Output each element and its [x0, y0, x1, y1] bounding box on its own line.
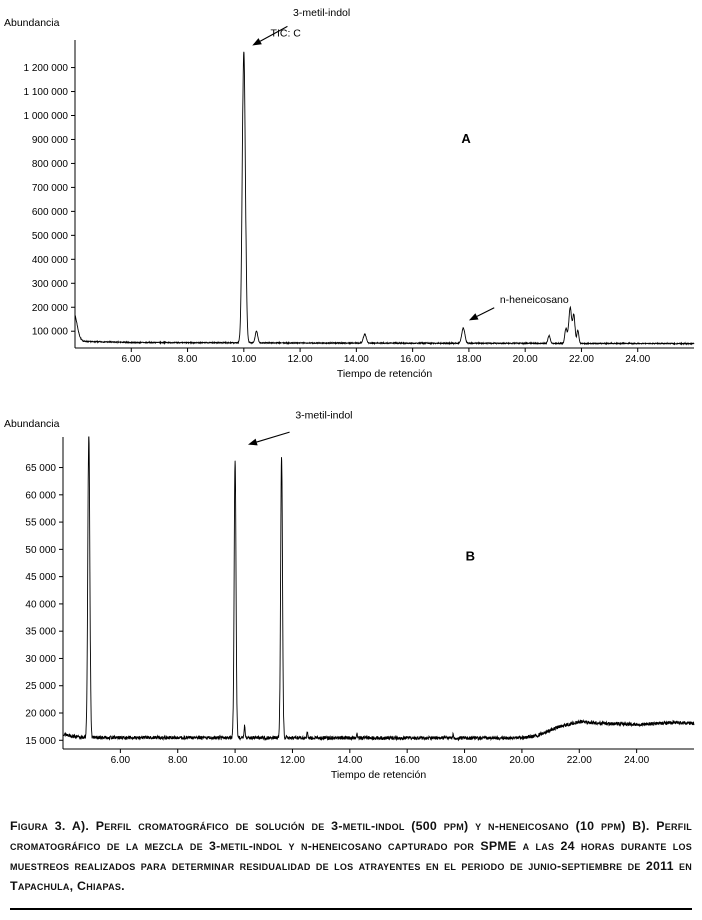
- annotation-arrow-line-3-metil-indol: [256, 431, 290, 443]
- annotation-3-metil-indol: 3-metil-indol: [293, 7, 350, 19]
- chromatogram-trace-a: [74, 51, 695, 346]
- x-tick-label: 10.00: [223, 755, 248, 766]
- annotation-n-heneicosano: n-heneicosano: [500, 294, 569, 306]
- chromatogram-b: Abundancia Tiempo de retención 15 000 20 00…: [0, 395, 702, 792]
- y-tick-label: 50 000: [25, 545, 56, 556]
- x-tick-label: 6.00: [111, 755, 131, 766]
- y-tick-label: 20 000: [25, 709, 56, 720]
- chromatogram-a: Abundancia Tiempo de retención 100 000 200 …: [0, 0, 702, 395]
- x-tick-label: 18.00: [452, 755, 477, 766]
- y-tick-label: 60 000: [25, 490, 56, 501]
- y-tick-label: 55 000: [25, 518, 56, 529]
- annotation-arrow-line-n-heneicosano: [476, 307, 495, 317]
- y-tick-label: 40 000: [25, 599, 56, 610]
- x-tick-label: 14.00: [337, 755, 362, 766]
- chromatogram-a-plot: Abundancia Tiempo de retención 100 000 200 …: [4, 7, 695, 380]
- y-tick-label: 15 000: [25, 736, 56, 747]
- x-tick-label: 20.00: [509, 755, 534, 766]
- annotation-arrow-line-3-metil-indol: [259, 25, 288, 42]
- y-tick-label: 30 000: [25, 654, 56, 665]
- x-tick-label: 16.00: [400, 354, 425, 365]
- x-tick-label: 10.00: [231, 354, 256, 365]
- x-tick-label: 14.00: [344, 354, 369, 365]
- x-tick-label: 6.00: [122, 354, 142, 365]
- figure-caption: Figura 3. A). Perfil cromatográfico de s…: [10, 819, 692, 894]
- annotation-arrowhead-3-metil-indol: [252, 38, 262, 46]
- x-tick-label: 12.00: [288, 354, 313, 365]
- y-tick-label: 500 000: [32, 231, 69, 242]
- y-tick-label: 400 000: [32, 255, 69, 266]
- annotation-panel-label-b: B: [466, 548, 475, 563]
- annotation-3-metil-indol: 3-metil-indol: [295, 409, 352, 421]
- y-tick-label: 25 000: [25, 681, 56, 692]
- chromatogram-b-plot: Abundancia Tiempo de retención 15 000 20 00…: [4, 409, 695, 781]
- x-tick-label: 18.00: [456, 354, 481, 365]
- y-tick-label: 600 000: [32, 207, 69, 218]
- y-axis-title: Abundancia: [4, 418, 60, 430]
- x-axis-title: Tiempo de retención: [337, 368, 432, 380]
- y-tick-label: 300 000: [32, 279, 69, 290]
- annotation-arrowhead-n-heneicosano: [468, 313, 479, 321]
- y-tick-label: 1 200 000: [24, 63, 69, 74]
- annotation-tic-c: TIC: C: [271, 27, 302, 39]
- chromatogram-trace-b: [62, 436, 695, 742]
- y-tick-label: 1 000 000: [24, 111, 69, 122]
- x-axis-title: Tiempo de retención: [331, 769, 426, 781]
- y-tick-label: 200 000: [32, 303, 69, 314]
- x-tick-label: 22.00: [567, 755, 592, 766]
- y-tick-label: 900 000: [32, 135, 69, 146]
- x-tick-label: 24.00: [625, 354, 650, 365]
- x-tick-label: 24.00: [624, 755, 649, 766]
- x-tick-label: 8.00: [178, 354, 198, 365]
- annotation-arrowhead-3-metil-indol: [247, 438, 258, 446]
- x-tick-label: 20.00: [513, 354, 538, 365]
- annotation-panel-label-a: A: [461, 131, 471, 146]
- x-tick-label: 8.00: [168, 755, 188, 766]
- x-tick-label: 22.00: [569, 354, 594, 365]
- x-tick-label: 16.00: [395, 755, 420, 766]
- y-axis-title: Abundancia: [4, 17, 60, 29]
- y-tick-label: 35 000: [25, 627, 56, 638]
- y-tick-label: 100 000: [32, 327, 69, 338]
- y-tick-label: 800 000: [32, 159, 69, 170]
- y-tick-label: 45 000: [25, 572, 56, 583]
- y-tick-label: 700 000: [32, 183, 69, 194]
- bottom-rule: [10, 908, 692, 911]
- y-tick-label: 65 000: [25, 463, 56, 474]
- y-tick-label: 1 100 000: [24, 87, 69, 98]
- x-tick-label: 12.00: [280, 755, 305, 766]
